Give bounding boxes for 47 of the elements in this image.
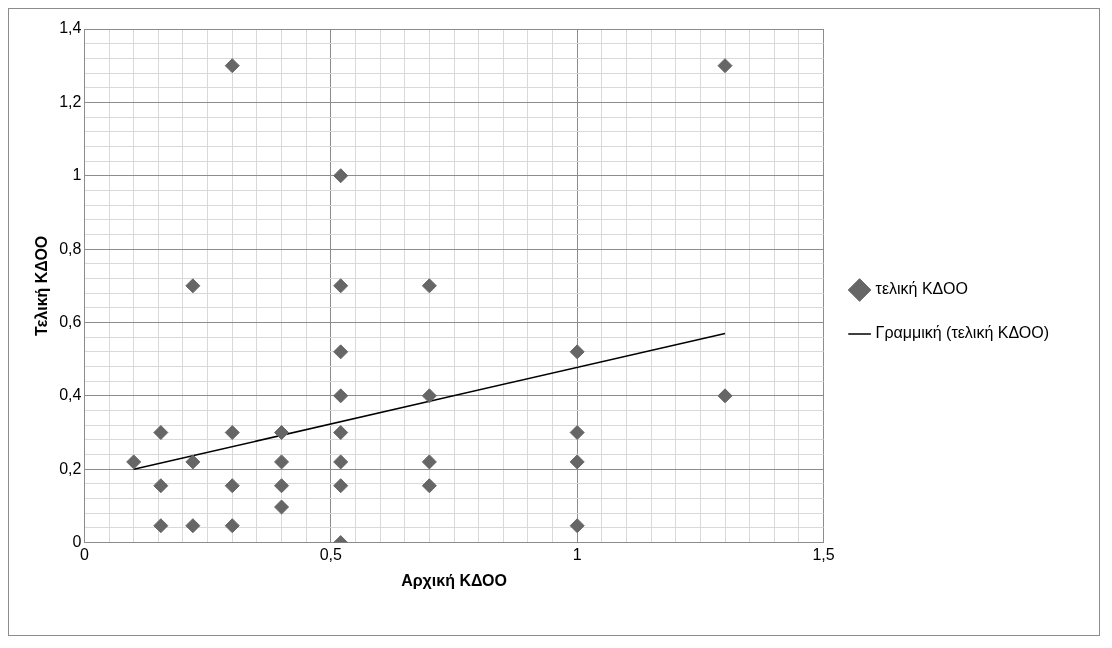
point xyxy=(274,454,290,470)
point xyxy=(274,478,290,494)
point xyxy=(333,278,349,294)
y-tick-label: 0,6 xyxy=(59,312,82,330)
point xyxy=(569,518,585,534)
point xyxy=(717,58,733,74)
x-tick-label: 0,5 xyxy=(319,545,343,563)
point xyxy=(224,58,240,74)
point xyxy=(185,278,201,294)
x-tick-label: 1,5 xyxy=(812,545,835,563)
point xyxy=(421,478,437,494)
point xyxy=(153,478,169,494)
point xyxy=(224,425,240,441)
point xyxy=(333,388,349,404)
point xyxy=(224,478,240,494)
point xyxy=(185,518,201,534)
point xyxy=(569,454,585,470)
x-tick-label: 1 xyxy=(572,545,582,563)
point xyxy=(421,278,437,294)
point xyxy=(569,344,585,360)
y-tick-label: 0,2 xyxy=(59,459,82,477)
point xyxy=(421,388,437,404)
point xyxy=(421,454,437,470)
y-tick-label: 1,4 xyxy=(59,19,82,37)
y-axis-title: Τελική ΚΔΟΟ xyxy=(33,235,51,336)
x-axis-title: Αρχική ΚΔΟΟ xyxy=(401,571,507,589)
point xyxy=(153,518,169,534)
point xyxy=(333,478,349,494)
point xyxy=(274,499,290,515)
point xyxy=(185,454,201,470)
point xyxy=(333,344,349,360)
legend-label: Γραμμική (τελική ΚΔΟΟ) xyxy=(875,324,1049,342)
point xyxy=(153,425,169,441)
y-tick-label: 1 xyxy=(72,166,82,184)
point xyxy=(717,388,733,404)
point xyxy=(569,425,585,441)
y-tick-label: 0,8 xyxy=(59,239,82,257)
point xyxy=(333,454,349,470)
point xyxy=(224,518,240,534)
y-tick-label: 0 xyxy=(72,533,82,551)
y-tick-label: 0,4 xyxy=(59,386,82,404)
point xyxy=(333,168,349,184)
y-tick-label: 1,2 xyxy=(59,92,82,110)
point xyxy=(126,454,142,470)
legend-label: τελική ΚΔΟΟ xyxy=(875,280,968,298)
point xyxy=(333,425,349,441)
point xyxy=(274,425,290,441)
